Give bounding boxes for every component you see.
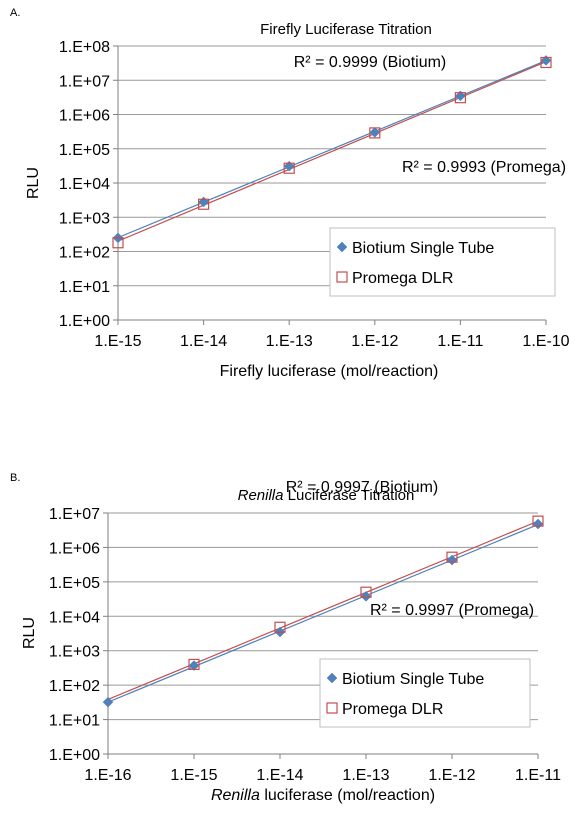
trendline-series-1 [107, 520, 539, 700]
data-point-series-1-4 [454, 92, 466, 104]
r2-annotation: R² = 0.9997 (Biotium) [286, 479, 439, 496]
x-tick-label: 1.E-12 [428, 767, 475, 784]
panel-label: A. [10, 7, 20, 19]
y-tick-label: 1.E+08 [59, 39, 110, 56]
y-tick-label: 1.E+05 [59, 142, 110, 159]
x-tick-label: 1.E-14 [180, 333, 227, 350]
data-point-series-0-0 [102, 696, 114, 708]
legend-marker-0 [336, 241, 348, 253]
x-tick-label: 1.E-12 [351, 333, 398, 350]
x-axis-label-italic: Renilla [211, 787, 260, 804]
x-axis-label: Firefly luciferase (mol/reaction) [220, 363, 439, 380]
x-axis-label-text: luciferase (mol/reaction) [260, 787, 435, 804]
y-tick-label: 1.E+04 [59, 176, 110, 193]
x-axis-label-text: Firefly luciferase (mol/reaction) [220, 363, 439, 380]
y-tick-label: 1.E+03 [59, 210, 110, 227]
y-tick-label: 1.E+07 [59, 73, 110, 90]
panel-label: B. [10, 472, 20, 484]
trendline-series-1 [117, 61, 547, 242]
data-point-series-0-3 [369, 127, 381, 138]
r2-annotation: R² = 0.9993 (Promega) [402, 159, 566, 176]
x-tick-label: 1.E-15 [170, 767, 217, 784]
y-tick-label: 1.E+00 [59, 313, 110, 330]
x-tick-label: 1.E-15 [94, 333, 141, 350]
data-point-series-1-5 [540, 56, 552, 69]
y-axis-label: RLU [25, 167, 42, 199]
trendline-series-0 [107, 523, 539, 703]
data-point-series-0-5 [532, 518, 544, 530]
x-tick-label: 1.E-13 [266, 333, 313, 350]
x-tick-label: 1.E-13 [342, 767, 389, 784]
x-tick-label: 1.E-16 [84, 767, 131, 784]
chart-panel-0: A. Firefly Luciferase Titration 1.E+00 1.E+… [10, 7, 570, 380]
chart-title-text: Firefly Luciferase Titration [260, 21, 432, 38]
y-axis-label: RLU [21, 617, 38, 649]
chart-title-text: Luciferase Titration [283, 487, 414, 504]
r2-annotation: R² = 0.9997 (Promega) [370, 602, 534, 619]
x-tick-label: 1.E-11 [437, 333, 483, 350]
x-tick-label: 1.E-11 [515, 767, 561, 784]
data-point-series-1-3 [446, 551, 458, 563]
data-point-series-0-4 [446, 554, 458, 566]
y-tick-label: 1.E+04 [49, 609, 100, 626]
y-tick-label: 1.E+05 [49, 575, 100, 592]
legend-label: Biotium Single Tube [342, 671, 484, 688]
legend: Biotium Single Tube Promega DLR [319, 658, 531, 728]
y-tick-label: 1.E+02 [59, 245, 110, 262]
chart-title-italic: Renilla [238, 487, 284, 504]
legend-marker-0 [326, 672, 338, 684]
data-point-series-1-3 [369, 127, 381, 139]
data-point-series-0-1 [198, 196, 209, 208]
y-tick-label: 1.E+03 [49, 644, 100, 661]
y-tick-label: 1.E+02 [49, 678, 100, 695]
legend-label: Promega DLR [352, 270, 453, 287]
chart-title: Renilla Luciferase Titration [238, 487, 415, 504]
y-tick-label: 1.E+06 [49, 540, 100, 557]
data-point-series-1-2 [283, 162, 295, 174]
data-point-series-1-4 [532, 515, 544, 527]
y-tick-label: 1.E+06 [59, 108, 110, 125]
data-point-series-0-3 [360, 590, 372, 602]
r2-annotation: R² = 0.9999 (Biotium) [294, 54, 447, 71]
y-tick-label: 1.E+01 [49, 713, 100, 730]
y-tick-label: 1.E+00 [49, 747, 100, 764]
trendline-series-0 [117, 60, 547, 239]
data-point-series-1-0 [188, 658, 200, 671]
data-point-series-1-0 [112, 237, 124, 249]
legend-marker-1 [326, 702, 338, 714]
chart-panel-1: B. Renilla Luciferase Titration 1.E+00 1.E+… [10, 472, 561, 804]
x-tick-label: 1.E-10 [522, 333, 569, 350]
y-tick-label: 1.E+07 [49, 506, 100, 523]
data-point-series-1-1 [198, 198, 210, 210]
legend: Biotium Single Tube Promega DLR [329, 227, 556, 297]
legend-box [329, 227, 556, 297]
data-point-series-0-1 [188, 660, 200, 671]
data-point-series-1-1 [274, 621, 286, 633]
x-axis-label: Renilla luciferase (mol/reaction) [211, 787, 435, 804]
legend-label: Promega DLR [342, 701, 443, 718]
y-tick-label: 1.E+01 [59, 279, 110, 296]
chart-title: Firefly Luciferase Titration [260, 21, 432, 38]
data-point-series-0-4 [455, 90, 466, 102]
legend-box [319, 658, 531, 728]
x-tick-label: 1.E-14 [256, 767, 303, 784]
legend-label: Biotium Single Tube [352, 240, 494, 257]
legend-marker-1 [336, 271, 348, 283]
data-point-series-1-2 [360, 586, 372, 598]
